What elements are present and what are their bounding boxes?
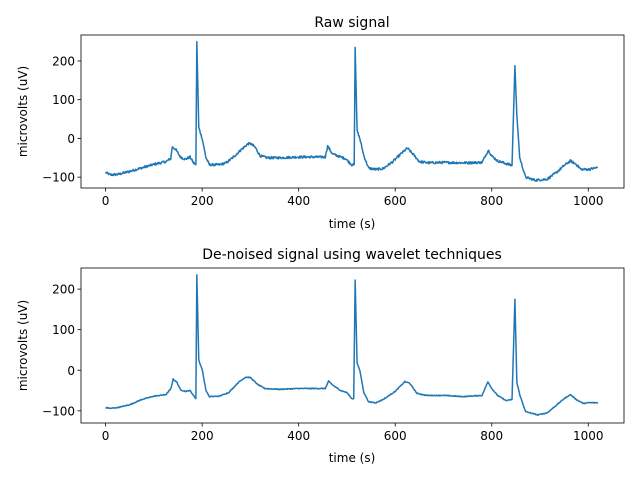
x-axis-label: time (s) [329,451,376,465]
x-tick-label: 200 [191,194,214,208]
x-axis-label: time (s) [329,217,376,231]
y-tick-label: 200 [52,54,75,68]
x-axis-ticks: 0 200 400 600 800 1000 [102,188,604,208]
x-tick-label: 0 [102,429,110,443]
x-tick-label: 400 [287,429,310,443]
x-tick-label: 0 [102,194,110,208]
axes-frame [80,267,625,424]
y-axis-label: microvolts (uV) [16,300,30,391]
y-tick-label: 0 [67,132,75,146]
y-axis-ticks: −100 0 100 200 [42,283,81,418]
x-tick-label: 600 [384,194,407,208]
raw-signal-panel: Raw signal 0 200 400 600 800 1000 −100 0 100 200… [16,15,625,231]
chart-title: De-noised signal using wavelet technique… [202,247,502,263]
x-tick-label: 200 [191,429,214,443]
x-tick-label: 1000 [573,194,604,208]
chart-title: Raw signal [314,15,389,31]
plot-area [104,40,599,182]
x-axis-ticks: 0 200 400 600 800 1000 [102,423,604,443]
plot-area [105,274,599,416]
x-tick-label: 400 [287,194,310,208]
y-axis-label: microvolts (uV) [16,66,30,157]
y-tick-label: 200 [52,283,75,297]
x-tick-label: 600 [384,429,407,443]
series-line [105,274,599,416]
x-tick-label: 1000 [573,429,604,443]
axes-frame [80,34,625,189]
x-tick-label: 800 [480,429,503,443]
denoised-signal-panel: De-noised signal using wavelet technique… [16,247,625,465]
y-tick-label: 0 [67,364,75,378]
y-tick-label: 100 [52,93,75,107]
y-tick-label: 100 [52,323,75,337]
y-tick-label: −100 [42,171,75,185]
y-axis-ticks: −100 0 100 200 [42,54,81,185]
x-tick-label: 800 [480,194,503,208]
y-tick-label: −100 [42,404,75,418]
series-line [104,40,599,182]
